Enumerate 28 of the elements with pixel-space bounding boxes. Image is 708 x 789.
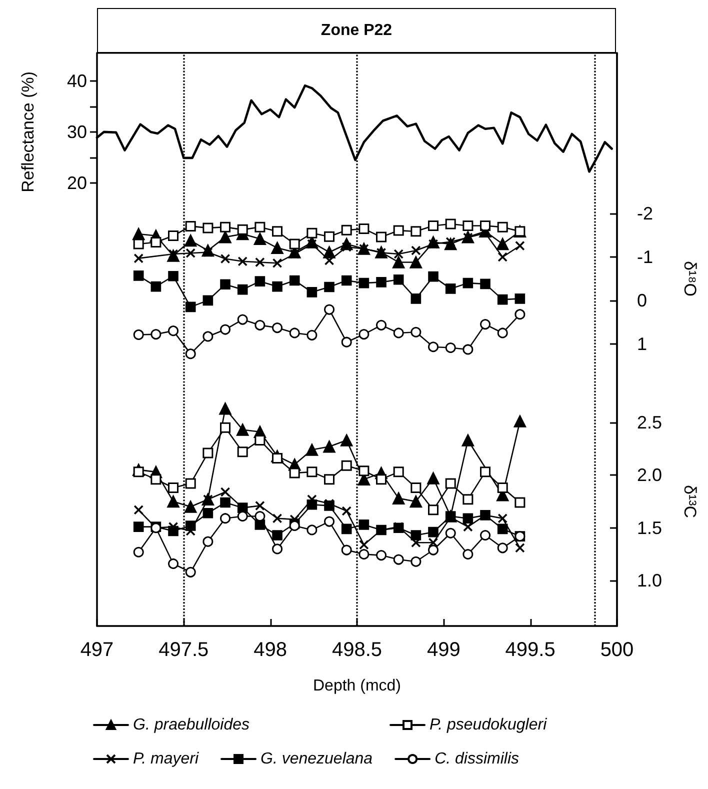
legend-label: G. venezuelana — [260, 750, 373, 768]
x-tick-label: 499 — [426, 639, 460, 661]
y2-tick-label: 0 — [637, 290, 648, 310]
legend-label: G. praebulloides — [133, 716, 250, 734]
legend-label: C. dissimilis — [434, 750, 520, 768]
y2-tick-label: 1 — [637, 334, 648, 354]
y-tick-label: 40 — [66, 71, 87, 92]
y3-tick-label: 1.0 — [637, 570, 662, 591]
legend-label: P. pseudokugleri — [430, 716, 548, 734]
y-tick-label: 30 — [66, 122, 87, 142]
y3-tick-label: 2.5 — [637, 412, 662, 432]
x-tick-label: 498.5 — [332, 639, 382, 661]
x-tick-label: 500 — [600, 639, 634, 661]
y-axis-title: Reflectance (%) — [18, 71, 38, 192]
legend-label: P. mayeri — [133, 750, 199, 768]
x-tick-label: 499.5 — [505, 639, 556, 661]
x-tick-label: 498 — [254, 639, 288, 661]
y3-tick-label: 1.5 — [637, 518, 662, 538]
y3-tick-label: 2.0 — [637, 465, 662, 486]
x-tick-label: 497 — [80, 639, 114, 661]
y-tick-label: 20 — [66, 172, 87, 193]
y2-tick-label: -2 — [637, 204, 654, 224]
x-axis-title: Depth (mcd) — [312, 678, 402, 694]
y3-axis-title: δ¹³C — [680, 484, 700, 518]
y2-tick-label: -1 — [637, 247, 654, 268]
y2-axis-title: δ¹⁸O — [680, 260, 700, 296]
x-tick-label: 497.5 — [158, 639, 209, 661]
chart-title: Zone P22 — [97, 8, 616, 53]
